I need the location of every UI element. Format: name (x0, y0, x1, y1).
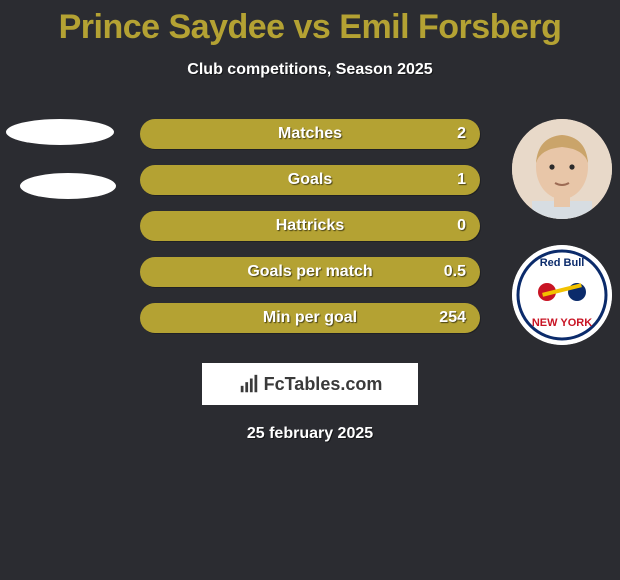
comparison-card: Prince Saydee vs Emil Forsberg Club comp… (0, 0, 620, 580)
right-player-avatar (512, 119, 612, 219)
stat-bar: Goals1 (140, 165, 480, 195)
stat-value-right: 1 (457, 165, 466, 195)
stat-value-right: 254 (439, 303, 466, 333)
player-face-icon (512, 119, 612, 219)
stat-label: Goals per match (140, 257, 480, 287)
left-player-placeholder-1 (6, 119, 114, 145)
right-player-column: Red Bull NEW YORK (512, 119, 612, 371)
chart-icon (238, 373, 260, 395)
stat-value-right: 2 (457, 119, 466, 149)
stat-bars: Matches2Goals1Hattricks0Goals per match0… (140, 119, 480, 349)
club-name-bottom: NEW YORK (532, 317, 592, 329)
brand-text: FcTables.com (264, 374, 383, 395)
stat-label: Matches (140, 119, 480, 149)
right-club-badge: Red Bull NEW YORK (512, 245, 612, 345)
stat-bar: Matches2 (140, 119, 480, 149)
stat-value-right: 0 (457, 211, 466, 241)
stat-value-right: 0.5 (444, 257, 466, 287)
stat-bar: Goals per match0.5 (140, 257, 480, 287)
brand-box: FcTables.com (202, 363, 418, 405)
stat-bar: Min per goal254 (140, 303, 480, 333)
stat-label: Hattricks (140, 211, 480, 241)
date-line: 25 february 2025 (0, 425, 620, 443)
left-player-placeholder-2 (20, 173, 116, 199)
stats-area: Matches2Goals1Hattricks0Goals per match0… (0, 119, 620, 349)
stat-bar: Hattricks0 (140, 211, 480, 241)
left-player-column (6, 119, 116, 227)
club-name-top: Red Bull (540, 257, 585, 269)
stat-label: Goals (140, 165, 480, 195)
stat-label: Min per goal (140, 303, 480, 333)
page-title: Prince Saydee vs Emil Forsberg (0, 0, 620, 47)
subtitle: Club competitions, Season 2025 (0, 61, 620, 79)
